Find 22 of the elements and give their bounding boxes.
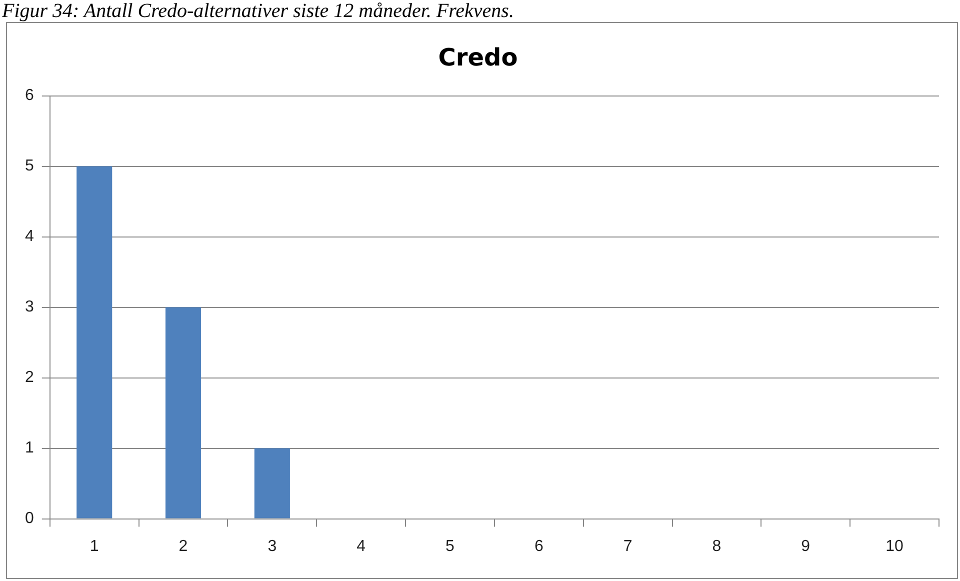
bar [76,166,112,518]
y-tick-label: 6 [24,87,34,104]
text: Figur 34: Antall Credo-alternativer siste 12 måneder. Frekvens. [1,0,515,22]
x-tick-label: 1 [90,538,99,555]
y-tick-label: 5 [24,158,34,175]
bar [254,448,290,518]
x-tick-label: 10 [886,538,904,555]
y-tick-label: 3 [24,298,34,316]
y-tick-label: 4 [24,228,34,246]
y-tick-label: 1 [24,440,34,457]
x-tick-label: 4 [356,538,366,555]
chart-title: Credo [438,44,518,72]
x-tick-label: 8 [712,538,722,555]
bar [165,307,202,518]
x-tick-label: 9 [801,538,810,555]
x-tick-label: 6 [534,538,544,555]
x-tick-label: 7 [623,538,632,555]
x-tick-label: 5 [446,538,455,555]
x-tick-label: 3 [268,538,277,555]
y-tick-label: 0 [24,510,34,528]
x-tick-label: 2 [178,538,188,555]
y-tick-label: 2 [24,369,34,386]
